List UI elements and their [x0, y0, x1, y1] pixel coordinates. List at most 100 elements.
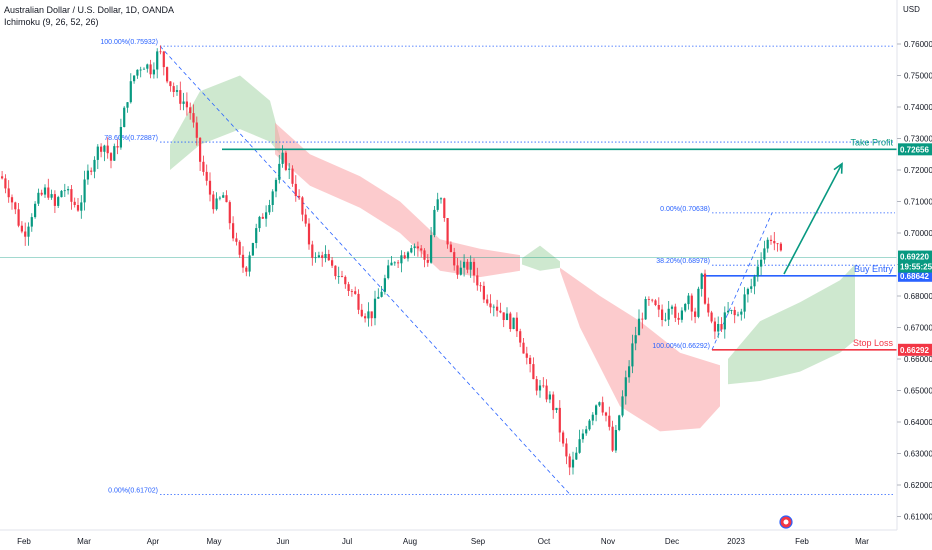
candle-body	[301, 197, 304, 215]
tradingview-logo[interactable]	[779, 515, 793, 529]
trade-level-label[interactable]: Buy Entry	[854, 264, 894, 274]
time-tick-label: Sep	[471, 537, 486, 546]
candle-body	[472, 261, 476, 276]
candle-body	[674, 306, 677, 318]
candle-body	[773, 241, 776, 244]
ichimoku-cloud	[170, 75, 855, 432]
candle-body	[218, 197, 221, 199]
candle-body	[317, 255, 320, 258]
fib-label: 78.60%(0.72887)	[104, 135, 158, 142]
candle-body	[298, 195, 301, 198]
candle-body	[175, 90, 179, 92]
candle-body	[387, 265, 390, 279]
candle-body	[482, 285, 485, 300]
fib-label: 100.00%(0.66292)	[652, 343, 710, 350]
candle-body	[690, 295, 693, 312]
candle-body	[4, 178, 7, 189]
time-tick-label: 2023	[727, 537, 745, 546]
candle-body	[456, 265, 459, 275]
candle-body	[271, 191, 274, 205]
fib-label: 0.00%(0.61702)	[108, 487, 158, 494]
candle-body	[400, 255, 403, 264]
candle-body	[723, 312, 726, 330]
price-tick-label: 0.66000	[904, 355, 932, 364]
candle-body	[406, 252, 410, 259]
price-tick-label: 0.75000	[904, 72, 932, 81]
candle-body	[661, 309, 664, 320]
candle-body	[489, 303, 492, 308]
candle-body	[453, 252, 456, 266]
candle-body	[664, 319, 667, 321]
trade-level-label[interactable]: Take Profit	[850, 137, 893, 147]
candle-body	[60, 190, 63, 198]
candle-body	[644, 299, 647, 320]
candle-body	[611, 426, 614, 451]
price-tick-label: 0.61000	[904, 513, 932, 522]
time-tick-label: Jul	[342, 537, 352, 546]
trade-level-label[interactable]: Stop Loss	[853, 338, 894, 348]
candle-body	[578, 439, 581, 453]
candle-body	[83, 179, 86, 203]
candle-body	[575, 452, 578, 460]
candle-body	[703, 273, 707, 304]
fibonacci-levels: 100.00%(0.75932) 78.60%(0.72887) 0.00%(0.6…	[100, 39, 895, 495]
candle-body	[542, 385, 545, 387]
indicator-label[interactable]: Ichimoku (9, 26, 52, 26)	[4, 17, 99, 27]
candle-body	[238, 241, 241, 255]
candle-body	[677, 317, 680, 320]
tradingview-logo-inner	[783, 519, 789, 525]
candle-body	[166, 67, 169, 82]
candle-body	[265, 212, 268, 219]
candle-body	[50, 194, 53, 198]
candle-body	[199, 137, 202, 162]
candle-body	[565, 443, 568, 457]
trade-levels[interactable]: Take Profit Buy Entry Stop Loss	[0, 137, 897, 351]
candle-body	[522, 342, 525, 354]
candle-body	[86, 170, 89, 180]
candle-body	[505, 313, 509, 320]
candle-body	[449, 244, 452, 253]
candle-body	[423, 250, 426, 260]
candle-body	[1, 176, 4, 179]
candle-body	[350, 291, 353, 292]
candle-body	[393, 262, 396, 264]
candle-body	[436, 199, 439, 210]
candle-body	[529, 357, 532, 364]
time-tick-label: Feb	[795, 537, 809, 546]
candle-body	[525, 353, 528, 358]
candle-body	[430, 235, 433, 263]
candle-body	[360, 309, 363, 317]
candle-body	[700, 273, 703, 289]
projection-arrow-line[interactable]	[783, 163, 843, 275]
candle-body	[585, 429, 588, 434]
candle-body	[278, 163, 281, 180]
candle-body	[30, 217, 33, 227]
candle-body	[314, 257, 317, 259]
candle-body	[215, 198, 218, 210]
price-tick-label: 0.76000	[904, 40, 932, 49]
candle-body	[509, 313, 512, 329]
candle-body	[397, 262, 400, 264]
candle-body	[152, 69, 155, 75]
projection-arrow-head[interactable]	[833, 162, 843, 174]
candle-body	[80, 202, 83, 211]
candle-body	[331, 260, 334, 266]
candle-body	[545, 385, 548, 400]
candle-body	[684, 304, 687, 311]
price-tag-label: 0.72656	[900, 145, 929, 154]
candle-body	[552, 394, 555, 411]
candle-body	[357, 293, 360, 310]
candle-body	[538, 385, 542, 391]
candle-body	[370, 311, 373, 319]
price-tick-label: 0.64000	[904, 418, 932, 427]
candle-body	[697, 288, 700, 317]
price-tag-label: 0.68642	[900, 272, 929, 281]
fib-label: 100.00%(0.75932)	[100, 39, 158, 46]
candle-body	[321, 255, 324, 258]
candle-body	[344, 276, 347, 285]
candle-body	[47, 187, 50, 198]
candle-body	[492, 306, 495, 308]
current-price-tag	[898, 250, 932, 273]
